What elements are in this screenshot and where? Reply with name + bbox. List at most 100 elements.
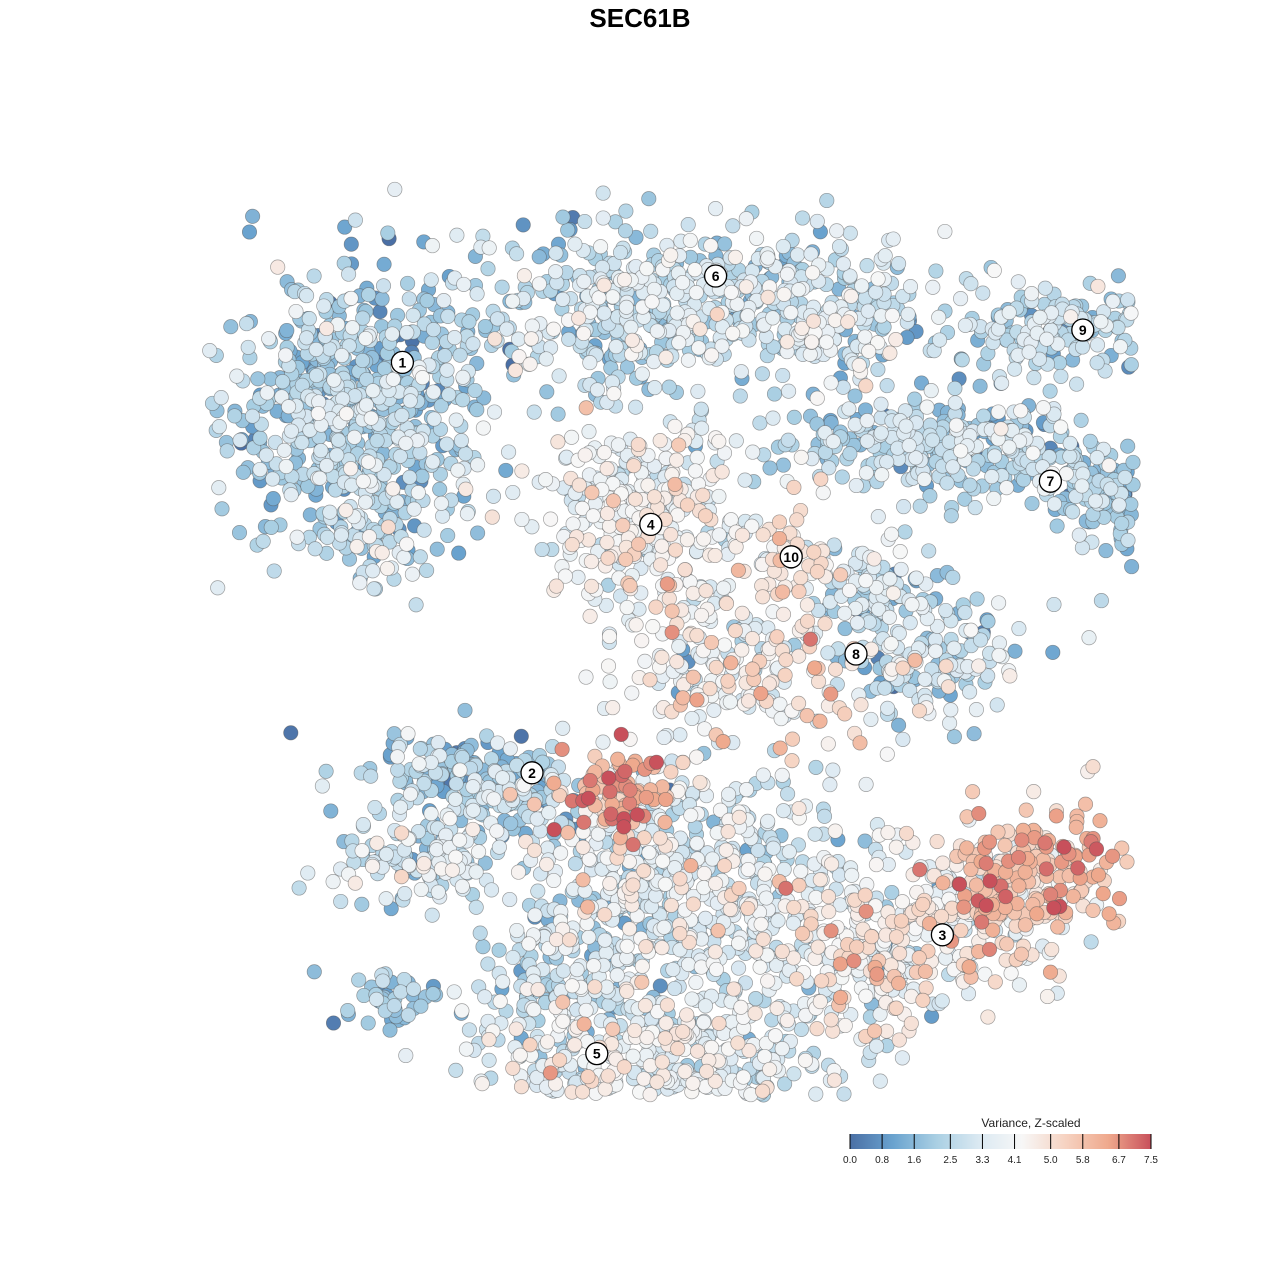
scatter-point: [703, 634, 720, 651]
scatter-point: [659, 576, 675, 592]
scatter-point: [334, 347, 350, 364]
scatter-point: [774, 1041, 790, 1057]
scatter-point: [1103, 481, 1119, 497]
scatter-point: [495, 974, 511, 990]
scatter-point: [814, 973, 830, 989]
scatter-point: [832, 956, 848, 972]
scatter-point: [501, 444, 517, 460]
scatter-point: [818, 334, 835, 350]
scatter-point: [669, 305, 685, 321]
scatter-point: [858, 776, 874, 792]
scatter-point: [618, 551, 634, 567]
scatter-point: [580, 1069, 596, 1085]
scatter-point: [755, 589, 771, 605]
scatter-point: [534, 541, 550, 558]
scatter-point: [1050, 919, 1066, 935]
scatter-point: [241, 224, 258, 240]
scatter-point: [1037, 280, 1053, 296]
scatter-point: [619, 938, 635, 954]
scatter-point: [646, 281, 662, 297]
scatter-point: [663, 527, 679, 543]
scatter-point: [908, 570, 924, 586]
scatter-point: [1062, 435, 1078, 451]
scatter-point: [494, 279, 510, 295]
scatter-point: [954, 352, 970, 368]
scatter-point: [513, 1079, 530, 1095]
scatter-point: [968, 877, 985, 893]
scatter-point: [475, 939, 491, 955]
scatter-point: [516, 268, 532, 284]
scatter-point: [586, 958, 602, 974]
scatter-point: [656, 919, 672, 935]
scatter-point: [928, 643, 944, 659]
scatter-point: [624, 685, 640, 701]
scatter-point: [389, 749, 405, 765]
scatter-point: [716, 858, 733, 874]
scatter-point: [740, 900, 756, 916]
scatter-point: [961, 959, 977, 975]
scatter-point: [781, 844, 797, 860]
scatter-point: [809, 213, 825, 229]
scatter-point: [223, 319, 239, 335]
scatter-point: [780, 432, 796, 448]
scatter-point: [601, 628, 618, 645]
scatter-point: [937, 223, 953, 240]
scatter-point: [1045, 644, 1061, 660]
scatter-point: [711, 1015, 727, 1031]
scatter-point: [885, 231, 901, 247]
scatter-point: [769, 629, 785, 645]
scatter-point: [732, 388, 748, 404]
scatter-point: [425, 322, 442, 338]
scatter-point: [641, 845, 657, 861]
scatter-point: [654, 940, 670, 956]
scatter-point: [720, 824, 736, 840]
scatter-point: [1120, 532, 1136, 548]
scatter-point: [784, 753, 800, 769]
scatter-point: [1117, 469, 1133, 486]
scatter-point: [628, 399, 644, 415]
scatter-point: [387, 181, 403, 197]
scatter-point: [374, 291, 390, 307]
scatter-point: [670, 1041, 686, 1057]
scatter-point: [702, 681, 718, 697]
scatter-point: [560, 825, 576, 841]
scatter-point: [555, 720, 571, 736]
scatter-point: [634, 974, 650, 990]
scatter-point: [330, 432, 347, 448]
scatter-point: [567, 236, 583, 252]
scatter-point: [991, 595, 1007, 611]
scatter-point: [689, 749, 705, 765]
scatter-point: [499, 321, 515, 337]
scatter-point: [716, 580, 732, 596]
scatter-point: [404, 566, 420, 582]
scatter-point: [891, 1032, 907, 1048]
scatter-point: [945, 569, 961, 585]
scatter-point: [433, 495, 449, 511]
scatter-point: [915, 992, 931, 1008]
scatter-point: [1053, 368, 1069, 384]
scatter-point: [429, 842, 445, 858]
scatter-point: [270, 259, 286, 275]
scatter-point: [439, 362, 455, 378]
scatter-point: [690, 1043, 706, 1059]
scatter-point: [509, 246, 525, 262]
scatter-point: [1042, 383, 1058, 399]
scatter-point: [211, 480, 227, 496]
scatter-point: [879, 746, 895, 762]
scatter-point: [863, 711, 879, 727]
scatter-point: [808, 889, 824, 906]
scatter-point: [757, 866, 773, 882]
scatter-point: [946, 640, 962, 656]
scatter-point: [426, 411, 442, 427]
scatter-point: [948, 417, 964, 433]
scatter-point: [555, 994, 571, 1010]
scatter-point: [708, 961, 724, 977]
scatter-point: [405, 981, 422, 997]
scatter-point: [491, 942, 507, 958]
scatter-point: [578, 400, 594, 416]
scatter-point: [1093, 314, 1109, 330]
scatter-point: [479, 728, 495, 744]
scatter-point: [679, 497, 696, 513]
scatter-point: [658, 791, 674, 808]
scatter-point: [1007, 643, 1023, 659]
